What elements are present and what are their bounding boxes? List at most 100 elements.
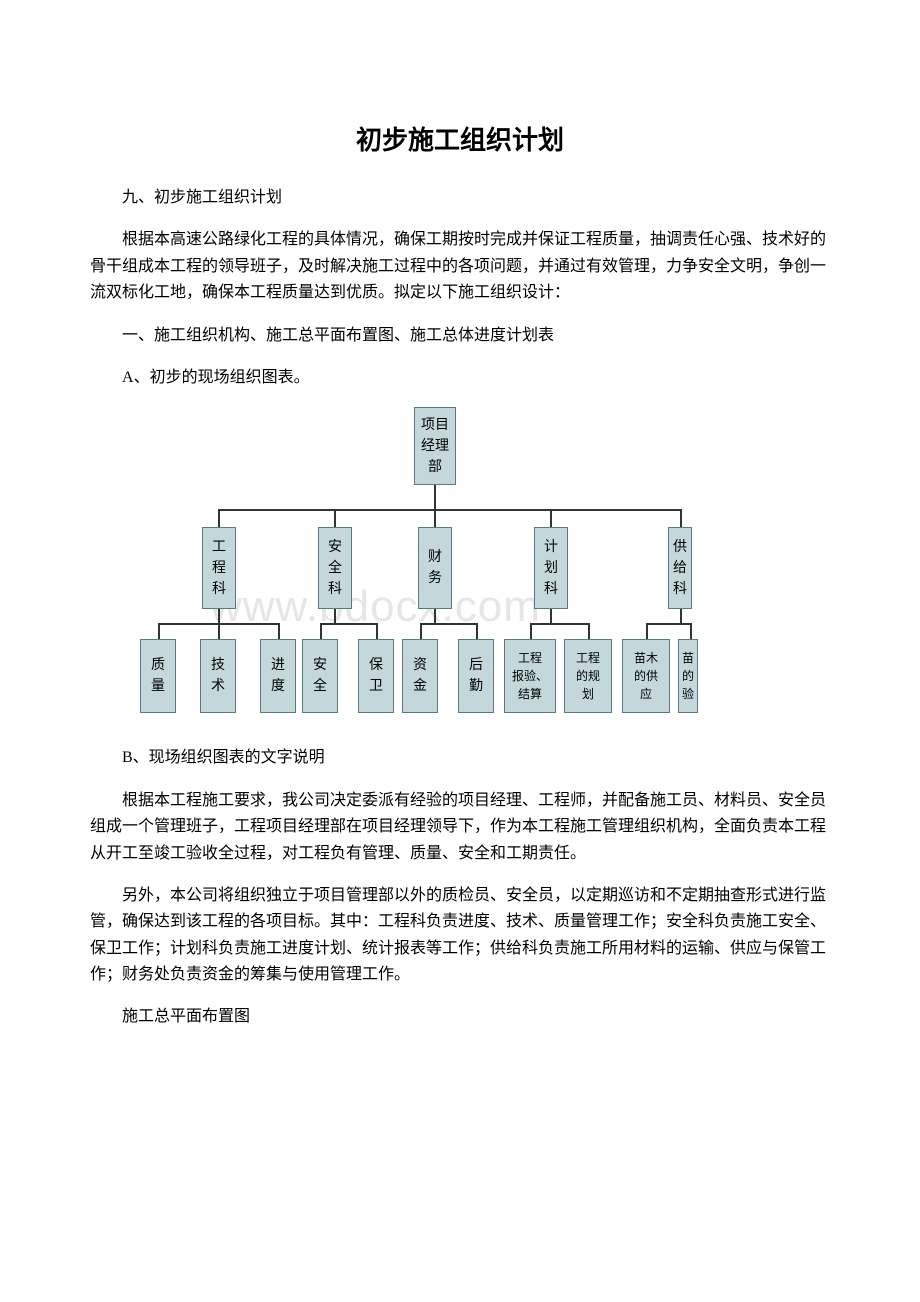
paragraph-1: 根据本高速公路绿化工程的具体情况，确保工期按时完成并保证工程质量，抽调责任心强、… <box>90 227 830 306</box>
node-l3-2-l1: 进 <box>271 655 285 676</box>
node-l2-2-l3: 务 <box>428 568 442 589</box>
node-l3-4-l1: 保 <box>369 655 383 676</box>
node-l3-0-l1: 质 <box>151 655 165 676</box>
node-l3-7-l1: 工程 <box>518 649 542 667</box>
node-l3-2: 进 度 <box>260 639 296 713</box>
node-l3-10-l1: 苗 <box>682 649 694 667</box>
node-l2-0-l3: 科 <box>212 579 226 600</box>
paragraph-2: 一、施工组织机构、施工总平面布置图、施工总体进度计划表 <box>90 323 830 349</box>
node-l3-9-l2: 的供 <box>634 667 658 685</box>
paragraph-5: 根据本工程施工要求，我公司决定委派有经验的项目经理、工程师，并配备施工员、材料员… <box>90 788 830 867</box>
para3-prefix: A <box>122 369 134 386</box>
conn-g3-h <box>530 623 590 625</box>
node-l3-9-l1: 苗木 <box>634 649 658 667</box>
conn-g3-v1 <box>588 623 590 639</box>
node-l3-10: 苗 的 验 <box>678 639 698 713</box>
conn-l2-v3 <box>550 509 552 527</box>
node-l3-4-l3: 卫 <box>369 676 383 697</box>
node-l2-3-l3: 科 <box>544 579 558 600</box>
para3-rest: 、初步的现场组织图表。 <box>134 369 310 386</box>
conn-g0-v <box>218 609 220 623</box>
node-l3-3-l3: 全 <box>313 676 327 697</box>
section-heading: 九、初步施工组织计划 <box>90 185 830 211</box>
conn-g2-h <box>420 623 478 625</box>
conn-g2-v1 <box>476 623 478 639</box>
node-l3-7-l2: 报验、 <box>512 667 548 685</box>
conn-l2-v4 <box>680 509 682 527</box>
node-l2-4-l2: 给 <box>673 558 687 579</box>
node-l2-0-l2: 程 <box>212 558 226 579</box>
para4-prefix: B <box>122 749 133 766</box>
node-top: 项目 经理 部 <box>414 407 456 485</box>
conn-l2-h <box>218 509 682 511</box>
conn-top-v <box>434 485 436 509</box>
node-l2-1-l3: 科 <box>328 579 342 600</box>
conn-l2-v2 <box>434 509 436 527</box>
node-l2-0: 工 程 科 <box>202 527 236 609</box>
node-l2-1: 安 全 科 <box>318 527 352 609</box>
node-l3-5-l3: 金 <box>413 676 427 697</box>
node-l2-4: 供 给 科 <box>668 527 692 609</box>
node-l3-0: 质 量 <box>140 639 176 713</box>
node-l3-3: 安 全 <box>302 639 338 713</box>
conn-g0-v0 <box>158 623 160 639</box>
conn-g4-h <box>646 623 692 625</box>
conn-g0-v1 <box>218 623 220 639</box>
node-l2-0-l1: 工 <box>212 537 226 558</box>
node-l3-8-l1: 工程 <box>576 649 600 667</box>
node-l3-9-l3: 应 <box>640 685 652 703</box>
conn-g1-v1 <box>376 623 378 639</box>
node-l3-3-l1: 安 <box>313 655 327 676</box>
node-l3-5-l1: 资 <box>413 655 427 676</box>
node-l3-10-l2: 的 <box>682 667 694 685</box>
conn-g4-v <box>680 609 682 623</box>
paragraph-6: 另外，本公司将组织独立于项目管理部以外的质检员、安全员，以定期巡访和不定期抽查形… <box>90 883 830 989</box>
node-l3-10-l3: 验 <box>682 685 694 703</box>
node-l3-5: 资 金 <box>402 639 438 713</box>
conn-g2-v0 <box>420 623 422 639</box>
node-l3-8-l3: 划 <box>582 685 594 703</box>
paragraph-7: 施工总平面布置图 <box>90 1004 830 1030</box>
node-l3-1-l3: 术 <box>211 676 225 697</box>
para4-rest: 、现场组织图表的文字说明 <box>133 749 325 766</box>
node-l3-6-l1: 后 <box>469 655 483 676</box>
conn-l2-v0 <box>218 509 220 527</box>
node-l2-2-l1: 财 <box>428 547 442 568</box>
org-chart: www.bdocx.com 项目 经理 部 工 程 科 安 全 科 财 务 计 … <box>90 407 830 727</box>
node-l3-4: 保 卫 <box>358 639 394 713</box>
conn-g0-v2 <box>278 623 280 639</box>
paragraph-4: B、现场组织图表的文字说明 <box>90 745 830 771</box>
node-l3-1: 技 术 <box>200 639 236 713</box>
conn-l2-v1 <box>334 509 336 527</box>
node-l3-6-l3: 勤 <box>469 676 483 697</box>
node-l3-7-l3: 结算 <box>518 685 542 703</box>
conn-g1-h <box>320 623 378 625</box>
node-l2-1-l1: 安 <box>328 537 342 558</box>
node-l2-4-l3: 科 <box>673 579 687 600</box>
node-top-l3: 部 <box>428 457 442 478</box>
node-l2-3-l2: 划 <box>544 558 558 579</box>
node-l2-1-l2: 全 <box>328 558 342 579</box>
conn-g4-v1 <box>690 623 692 639</box>
paragraph-3: A、初步的现场组织图表。 <box>90 365 830 391</box>
node-l3-2-l3: 度 <box>271 676 285 697</box>
node-l3-0-l3: 量 <box>151 676 165 697</box>
node-l3-8: 工程 的规 划 <box>564 639 612 713</box>
conn-g1-v0 <box>320 623 322 639</box>
conn-g4-v0 <box>646 623 648 639</box>
node-l2-3-l1: 计 <box>544 537 558 558</box>
conn-g1-v <box>334 609 336 623</box>
node-l2-4-l1: 供 <box>673 537 687 558</box>
node-l2-3: 计 划 科 <box>534 527 568 609</box>
node-top-l1: 项目 <box>421 415 449 436</box>
conn-g3-v0 <box>530 623 532 639</box>
conn-g2-v <box>434 609 436 623</box>
conn-g3-v <box>550 609 552 623</box>
node-l2-2: 财 务 <box>418 527 452 609</box>
node-l3-8-l2: 的规 <box>576 667 600 685</box>
node-l3-6: 后 勤 <box>458 639 494 713</box>
node-top-l2: 经理 <box>421 436 449 457</box>
node-l3-9: 苗木 的供 应 <box>622 639 670 713</box>
node-l3-1-l1: 技 <box>211 655 225 676</box>
node-l3-7: 工程 报验、 结算 <box>504 639 556 713</box>
